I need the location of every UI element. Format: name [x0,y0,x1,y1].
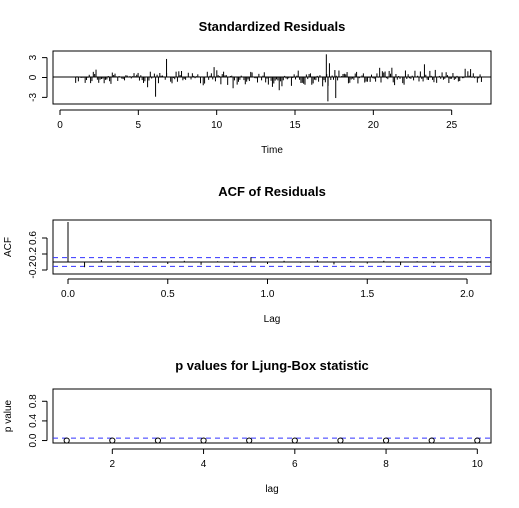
x-tick-label: 0.0 [61,289,75,300]
residuals-y-axis: 3 0 -3 [28,54,48,102]
pvalue-point [291,437,298,444]
ljungbox-y-label: p value [3,399,14,432]
ljungbox-y-axis: 0.0 0.4 0.8 [28,394,48,447]
residuals-panel: Standardized Residuals 0 5 10 15 20 25 30-3 T… [28,19,492,156]
pvalue-point [109,437,116,444]
acf-y-label: ACF [3,237,14,257]
x-tick-label: 10 [211,120,223,131]
acf-y-axis: -0.20.2 0.6 [28,231,48,279]
x-tick-label: 25 [446,120,458,131]
pvalue-point [63,437,70,444]
y-tick-label: 0.2 [28,247,39,261]
acf-title: ACF of Residuals [218,184,326,199]
y-tick-label: -0.2 [28,261,39,279]
y-tick-label: 0.8 [28,394,39,408]
pvalue-point [154,437,162,444]
x-tick-label: 6 [292,459,298,470]
y-tick-label: 0.4 [28,414,39,428]
acf-series [53,222,491,268]
x-tick-label: 20 [368,120,380,131]
y-tick-label: -3 [28,92,39,101]
ljungbox-x-label: lag [265,484,278,495]
acf-x-label: Lag [264,314,281,325]
ljungbox-x-axis: 2 4 6 8 10 [110,448,484,470]
x-tick-label: 1.5 [360,289,374,300]
x-tick-label: 0.5 [161,289,175,300]
x-tick-label: 8 [383,459,389,470]
x-tick-label: 0 [57,120,63,131]
x-tick-label: 4 [201,459,207,470]
residuals-series [75,54,482,102]
residuals-x-axis: 0 5 10 15 20 25 [57,109,458,131]
x-tick-label: 10 [472,459,484,470]
pvalue-point [428,437,435,444]
y-tick-label: 0.6 [28,231,39,245]
x-tick-label: 15 [289,120,301,131]
ljungbox-panel: p values for Ljung-Box statistic 2 4 6 8 10 … [3,358,492,495]
y-tick-label: 0 [28,74,39,80]
x-tick-label: 1.0 [261,289,275,300]
pvalue-point [200,437,207,444]
ljungbox-plot-frame [52,388,492,444]
y-tick-label: 3 [28,54,39,60]
residuals-title: Standardized Residuals [199,19,346,34]
x-tick-label: 5 [136,120,142,131]
acf-x-axis: 0.0 0.5 1.0 1.5 2.0 [61,278,474,300]
residuals-x-label: Time [261,145,283,156]
pvalue-point [382,437,390,444]
pvalue-point [474,437,481,444]
ljungbox-series [53,437,491,444]
pvalue-point [246,437,253,444]
acf-panel: ACF of Residuals 0.0 0.5 1.0 1.5 2.0 -0.20.2… [3,184,492,325]
acf-plot-frame [52,219,492,275]
x-tick-label: 2 [110,459,116,470]
pvalue-point [337,437,344,444]
y-tick-label: 0.0 [28,433,39,447]
ljungbox-title: p values for Ljung-Box statistic [175,358,369,373]
x-tick-label: 2.0 [460,289,474,300]
